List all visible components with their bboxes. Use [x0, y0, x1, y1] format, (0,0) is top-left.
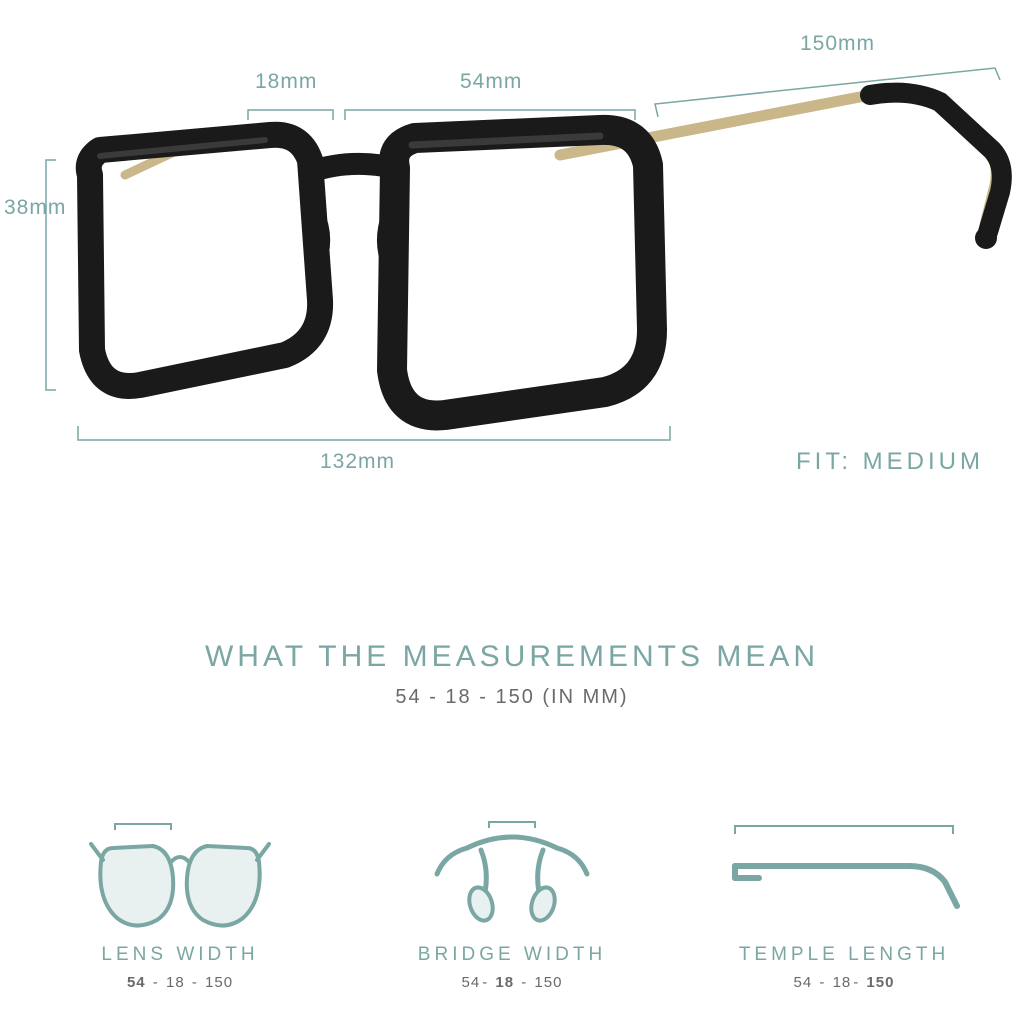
legend-bridge: BRIDGE WIDTH 54- 18 - 150	[372, 820, 652, 1020]
legend-lens-title: LENS WIDTH	[40, 944, 320, 966]
lens-width-icon	[40, 820, 320, 930]
explain-subtitle: 54 - 18 - 150 (IN MM)	[0, 686, 1024, 709]
legend-temple-code: 54 - 18- 150	[704, 974, 984, 991]
lens-bracket	[340, 98, 640, 128]
legend-row: LENS WIDTH 54 - 18 - 150 BRIDGE WIDTH	[0, 820, 1024, 1020]
lens-label: 54mm	[460, 70, 522, 94]
temple-label: 150mm	[800, 32, 875, 56]
temple-length-icon	[704, 820, 984, 930]
bridge-width-icon	[372, 820, 652, 930]
legend-bridge-code: 54- 18 - 150	[372, 974, 652, 991]
height-label: 38mm	[4, 196, 66, 220]
legend-lens-code: 54 - 18 - 150	[40, 974, 320, 991]
fit-label: FIT: MEDIUM	[796, 448, 984, 476]
legend-temple: TEMPLE LENGTH 54 - 18- 150	[704, 820, 984, 1020]
explain-title: WHAT THE MEASUREMENTS MEAN	[0, 640, 1024, 674]
legend-lens: LENS WIDTH 54 - 18 - 150	[40, 820, 320, 1020]
legend-temple-title: TEMPLE LENGTH	[704, 944, 984, 966]
bridge-label: 18mm	[255, 70, 317, 94]
bridge-bracket	[243, 98, 338, 128]
framewidth-label: 132mm	[320, 450, 395, 474]
legend-bridge-title: BRIDGE WIDTH	[372, 944, 652, 966]
temple-bracket	[650, 62, 1010, 132]
height-bracket	[18, 150, 68, 400]
measurement-diagram: 38mm 18mm 54mm 150mm 132mm FIT: MEDIUM	[0, 0, 1024, 520]
